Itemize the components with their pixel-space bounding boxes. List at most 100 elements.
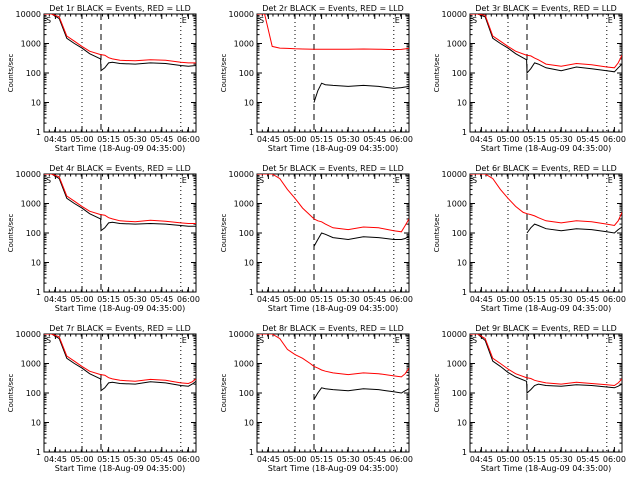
- x-tick-label: 05:00: [70, 135, 93, 144]
- detector-panel: Det 1r BLACK = Events, RED = LLD 1 10 100 10…: [7, 4, 200, 153]
- x-tick-label: 05:15: [523, 455, 546, 464]
- end-mark: E: [608, 336, 613, 345]
- x-tick-label: 04:45: [44, 455, 67, 464]
- lld-series-line: [470, 174, 622, 227]
- x-tick-label: 05:30: [337, 295, 360, 304]
- lld-series-line: [257, 334, 409, 378]
- events-series-line: [44, 14, 196, 72]
- events-series-line: [526, 223, 622, 234]
- detector-panel: Det 2r BLACK = Events, RED = LLD 1 10 100 10…: [220, 4, 413, 153]
- plot-frame: [469, 13, 623, 133]
- y-axis-label: Counts/sec: [7, 214, 15, 253]
- y-tick-label: 10000: [16, 330, 41, 339]
- y-tick-label: 1000: [234, 200, 254, 209]
- x-tick-label: 05:00: [496, 455, 519, 464]
- x-tick-label: 05:15: [523, 295, 546, 304]
- x-tick-label: 05:30: [124, 455, 147, 464]
- lld-series-line: [470, 334, 622, 387]
- end-mark: E: [608, 16, 613, 25]
- start-mark: S: [259, 176, 264, 185]
- y-tick-label: 10000: [442, 10, 467, 19]
- x-axis-label: Start Time (18-Aug-09 04:35:00): [481, 144, 612, 153]
- panel-title: Det 5r BLACK = Events, RED = LLD: [262, 164, 404, 173]
- y-tick-label: 10: [244, 99, 254, 108]
- start-mark: S: [259, 16, 264, 25]
- events-series-line: [470, 334, 622, 395]
- events-series-line: [313, 82, 409, 103]
- y-tick-label: 1: [462, 288, 467, 297]
- x-tick-label: 04:45: [44, 295, 67, 304]
- start-mark: S: [472, 336, 477, 345]
- x-tick-label: 04:45: [470, 295, 493, 304]
- y-tick-label: 1: [36, 288, 41, 297]
- y-tick-label: 1000: [447, 360, 467, 369]
- events-series-line: [313, 232, 409, 247]
- y-tick-label: 1000: [234, 360, 254, 369]
- y-tick-label: 10000: [16, 10, 41, 19]
- x-tick-label: 06:00: [390, 295, 413, 304]
- y-tick-label: 10000: [229, 330, 254, 339]
- x-tick-label: 05:30: [337, 135, 360, 144]
- x-axis-label: Start Time (18-Aug-09 04:35:00): [268, 464, 399, 473]
- y-tick-label: 10: [457, 259, 467, 268]
- lld-series-line: [44, 14, 196, 64]
- end-mark: E: [395, 16, 400, 25]
- events-series-line: [470, 14, 622, 75]
- y-axis-label: Counts/sec: [7, 374, 15, 413]
- x-axis-label: Start Time (18-Aug-09 04:35:00): [55, 464, 186, 473]
- y-tick-label: 1: [36, 448, 41, 457]
- x-axis-label: Start Time (18-Aug-09 04:35:00): [268, 304, 399, 313]
- plot-frame: [469, 173, 623, 293]
- plot-frame: [256, 13, 410, 133]
- plot-frame: [469, 333, 623, 453]
- panel-title: Det 7r BLACK = Events, RED = LLD: [49, 324, 191, 333]
- end-mark: E: [182, 176, 187, 185]
- y-axis-label: Counts/sec: [7, 54, 15, 93]
- y-tick-label: 1000: [21, 360, 41, 369]
- x-tick-label: 05:00: [283, 295, 306, 304]
- y-tick-label: 100: [26, 69, 41, 78]
- x-tick-label: 05:30: [124, 295, 147, 304]
- x-tick-label: 05:15: [97, 295, 120, 304]
- y-tick-label: 1000: [447, 40, 467, 49]
- y-tick-label: 100: [26, 389, 41, 398]
- detector-panel: Det 6r BLACK = Events, RED = LLD 1 10 100 10…: [433, 164, 626, 313]
- start-mark: S: [472, 176, 477, 185]
- x-tick-label: 04:45: [257, 295, 280, 304]
- detector-panel: Det 8r BLACK = Events, RED = LLD 1 10 100 10…: [220, 324, 413, 473]
- lld-series-line: [44, 174, 196, 224]
- end-mark: E: [395, 176, 400, 185]
- x-tick-label: 06:00: [177, 295, 200, 304]
- start-mark: S: [259, 336, 264, 345]
- x-tick-label: 05:30: [550, 295, 573, 304]
- x-axis-label: Start Time (18-Aug-09 04:35:00): [268, 144, 399, 153]
- x-tick-label: 05:30: [337, 455, 360, 464]
- y-tick-label: 10: [31, 419, 41, 428]
- x-tick-label: 04:45: [257, 455, 280, 464]
- y-tick-label: 10000: [229, 170, 254, 179]
- x-tick-label: 05:15: [310, 455, 333, 464]
- y-tick-label: 10000: [442, 330, 467, 339]
- x-tick-label: 05:30: [550, 455, 573, 464]
- end-mark: E: [182, 16, 187, 25]
- y-tick-label: 100: [452, 69, 467, 78]
- x-tick-label: 05:30: [550, 135, 573, 144]
- x-tick-label: 05:00: [283, 135, 306, 144]
- start-mark: S: [46, 16, 51, 25]
- x-tick-label: 05:15: [97, 455, 120, 464]
- x-tick-label: 05:30: [124, 135, 147, 144]
- y-tick-label: 10000: [16, 170, 41, 179]
- y-tick-label: 100: [26, 229, 41, 238]
- y-tick-label: 1000: [21, 40, 41, 49]
- y-tick-label: 10000: [442, 170, 467, 179]
- x-tick-label: 05:45: [363, 135, 386, 144]
- y-tick-label: 1: [462, 448, 467, 457]
- panel-title: Det 4r BLACK = Events, RED = LLD: [49, 164, 191, 173]
- x-tick-label: 05:45: [150, 295, 173, 304]
- y-tick-label: 1000: [21, 200, 41, 209]
- start-mark: S: [46, 176, 51, 185]
- detector-panel: Det 7r BLACK = Events, RED = LLD 1 10 100 10…: [7, 324, 200, 473]
- detector-panel: Det 9r BLACK = Events, RED = LLD 1 10 100 10…: [433, 324, 626, 473]
- y-tick-label: 1: [249, 448, 254, 457]
